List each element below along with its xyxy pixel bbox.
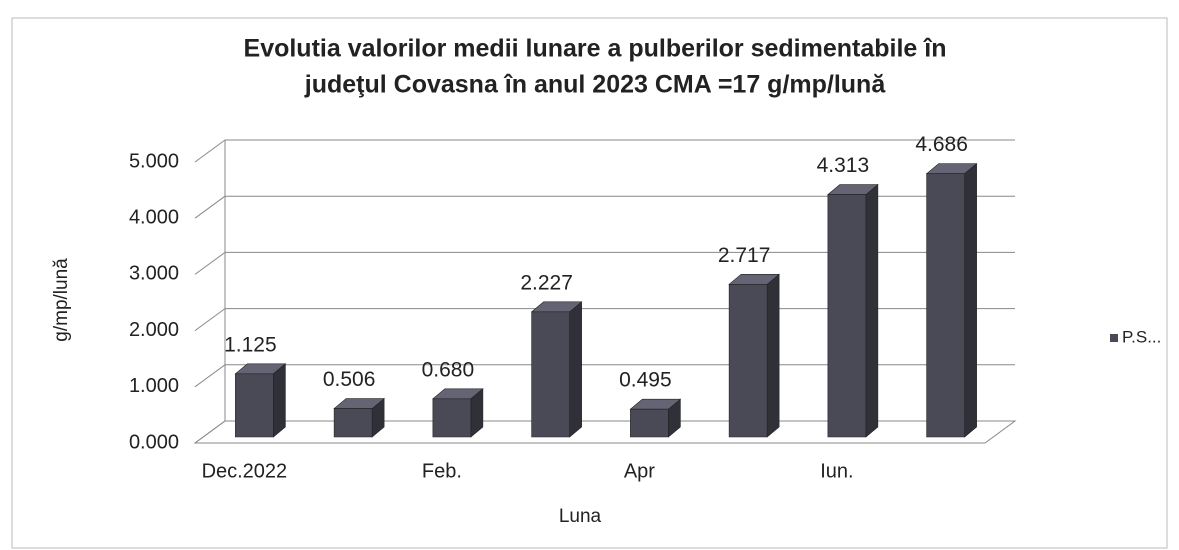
bar — [432, 388, 484, 438]
grid-line-side — [194, 195, 226, 219]
grid-line-side — [194, 308, 226, 332]
bar-front — [333, 408, 373, 438]
bar-side — [865, 183, 879, 438]
x-axis-label: Luna — [559, 506, 602, 527]
bar — [925, 163, 978, 438]
y-tick-label: 1.000 — [129, 375, 179, 397]
legend-label: P.S... — [1122, 327, 1161, 346]
value-label: 2.717 — [718, 244, 771, 267]
y-tick-label: 5.000 — [129, 150, 179, 172]
bar-side — [766, 273, 780, 438]
value-label: 0.506 — [323, 368, 376, 391]
bar-front — [728, 284, 768, 438]
bar — [530, 301, 583, 438]
bar — [333, 397, 385, 438]
value-label: 4.313 — [817, 154, 870, 177]
value-label: 0.680 — [422, 358, 475, 381]
y-tick-label: 4.000 — [129, 206, 179, 228]
bar-front — [926, 173, 965, 438]
bar — [234, 363, 287, 438]
bar-front — [235, 373, 274, 438]
value-label: 1.125 — [224, 333, 277, 356]
bar-side — [569, 301, 582, 438]
bar — [728, 273, 780, 438]
y-tick-label: 3.000 — [129, 263, 179, 285]
y-tick-label: 0.000 — [129, 431, 179, 453]
x-tick-label: Dec.2022 — [202, 460, 288, 482]
x-tick-label: Iun. — [820, 460, 853, 482]
bar-side — [964, 163, 977, 438]
bar-front — [630, 408, 669, 438]
chart-title: judeţul Covasna în anul 2023 CMA =17 g/m… — [304, 71, 887, 99]
x-tick-label: Apr — [624, 460, 655, 482]
grid-line-side — [194, 364, 226, 388]
legend-swatch — [1110, 334, 1118, 342]
x-tick-label: Feb. — [422, 460, 462, 482]
chart-title: Evolutia valorilor medii lunare a pulber… — [244, 35, 947, 63]
bar-front — [827, 194, 867, 438]
bar — [629, 398, 682, 438]
bar-front — [531, 311, 570, 438]
grid-line-side — [194, 251, 226, 275]
value-label: 4.686 — [915, 133, 968, 156]
bar-front — [432, 398, 472, 438]
y-tick-label: 2.000 — [129, 319, 179, 341]
floor — [193, 420, 1017, 444]
value-label: 0.495 — [619, 369, 672, 392]
grid-line-side — [194, 139, 226, 163]
value-label: 2.227 — [520, 271, 573, 294]
bar-side — [273, 363, 286, 438]
bar — [827, 183, 879, 438]
y-axis-label: g/mp/lună — [51, 258, 72, 342]
